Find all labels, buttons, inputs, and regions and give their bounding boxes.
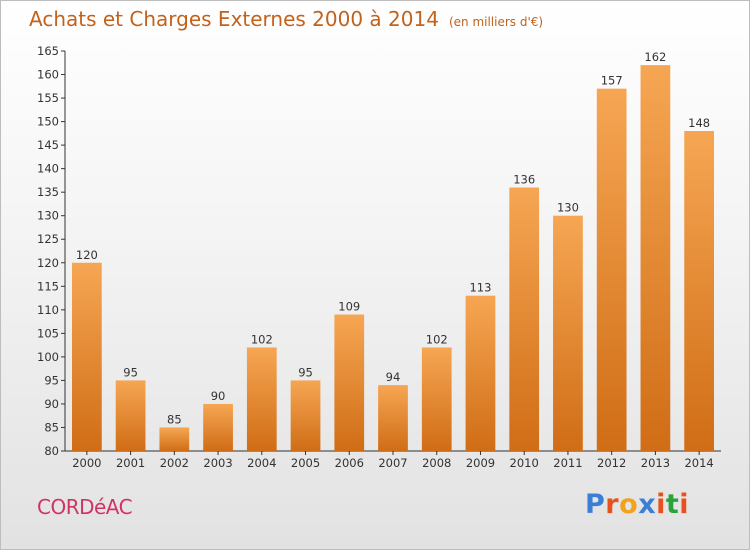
x-tick-label: 2011 xyxy=(553,456,582,470)
value-label-2002: 85 xyxy=(167,412,182,426)
bar-2013 xyxy=(640,65,671,451)
x-tick-label: 2010 xyxy=(510,456,539,470)
bar-2008 xyxy=(421,347,452,451)
y-tick-label: 145 xyxy=(37,138,59,152)
x-tick-label: 2014 xyxy=(684,456,713,470)
x-tick-label: 2007 xyxy=(378,456,407,470)
value-label-2012: 157 xyxy=(601,74,623,88)
y-tick-label: 155 xyxy=(37,91,59,105)
x-tick-label: 2002 xyxy=(160,456,189,470)
value-label-2008: 102 xyxy=(426,332,448,346)
bar-2012 xyxy=(596,88,627,451)
logo-letter: o xyxy=(619,489,639,520)
bar-2006 xyxy=(334,314,365,451)
y-tick-label: 125 xyxy=(37,232,59,246)
y-tick-label: 100 xyxy=(37,350,59,364)
bar-2001 xyxy=(115,380,146,451)
title-line: Achats et Charges Externes 2000 à 2014 (e… xyxy=(29,7,543,31)
y-tick-label: 160 xyxy=(37,68,59,82)
y-tick-label: 85 xyxy=(44,420,59,434)
logo-letter: t xyxy=(665,489,680,520)
x-tick-label: 2000 xyxy=(72,456,101,470)
logo-letter: i xyxy=(656,489,666,520)
proxiti-logo: Proxiti xyxy=(585,489,689,520)
bar-2011 xyxy=(553,215,583,451)
y-tick-label: 115 xyxy=(37,279,59,293)
y-tick-label: 110 xyxy=(37,303,59,317)
y-tick-label: 120 xyxy=(37,256,59,270)
x-tick-label: 2008 xyxy=(422,456,451,470)
bar-2000 xyxy=(71,262,102,451)
x-tick-label: 2003 xyxy=(203,456,232,470)
y-tick-label: 150 xyxy=(37,115,59,129)
x-tick-label: 2006 xyxy=(335,456,364,470)
chart-subtitle: (en milliers d'€) xyxy=(448,15,544,29)
logo-letter: P xyxy=(585,489,606,520)
bar-2002 xyxy=(159,427,190,451)
y-tick-label: 95 xyxy=(44,373,59,387)
logo-letter: i xyxy=(679,489,690,520)
value-labels: 120 95 85 90 102 95 109 94 102 113 136 130 157 162 148 xyxy=(76,50,710,426)
y-tick-label: 130 xyxy=(37,209,59,223)
y-tick-label: 140 xyxy=(37,162,59,176)
y-tick-label: 90 xyxy=(44,397,59,411)
y-axis: 80 85 90 95 100 105 110 115 120 125 130 135 140 145 15… xyxy=(37,44,66,458)
y-tick-label: 135 xyxy=(37,185,59,199)
value-label-2009: 113 xyxy=(469,281,491,295)
x-tick-label: 2005 xyxy=(291,456,320,470)
value-label-2003: 90 xyxy=(211,389,226,403)
logo-letter: r xyxy=(605,489,620,520)
chart-title: Achats et Charges Externes 2000 à 2014 xyxy=(29,7,439,31)
y-tick-label: 105 xyxy=(37,326,59,340)
x-axis: 2000 2001 2002 2003 2004 2005 2006 2007 2008 2009… xyxy=(65,450,721,470)
value-label-2001: 95 xyxy=(123,365,138,379)
bar-2009 xyxy=(465,295,496,451)
bar-2010 xyxy=(509,187,540,451)
x-tick-label: 2013 xyxy=(641,456,670,470)
x-tick-label: 2009 xyxy=(466,456,495,470)
value-label-2013: 162 xyxy=(644,50,666,64)
logo-letter: x xyxy=(638,489,657,520)
bars xyxy=(71,65,715,451)
bar-2014 xyxy=(684,131,715,451)
x-tick-label: 2001 xyxy=(116,456,145,470)
bar-2007 xyxy=(378,385,408,451)
commune-name: CORDéAC xyxy=(37,495,133,519)
value-label-2007: 94 xyxy=(386,370,401,384)
value-label-2011: 130 xyxy=(557,201,579,215)
bar-2005 xyxy=(290,380,321,451)
x-tick-label: 2004 xyxy=(247,456,276,470)
bar-2003 xyxy=(203,403,233,451)
x-tick-label: 2012 xyxy=(597,456,626,470)
value-label-2014: 148 xyxy=(688,116,710,130)
bar-2004 xyxy=(246,347,277,451)
y-tick-label: 165 xyxy=(37,44,59,58)
y-tick-label: 80 xyxy=(44,444,59,458)
value-label-2004: 102 xyxy=(251,332,273,346)
value-label-2006: 109 xyxy=(338,300,360,314)
value-label-2005: 95 xyxy=(298,365,313,379)
value-label-2000: 120 xyxy=(76,248,98,262)
value-label-2010: 136 xyxy=(513,172,535,186)
